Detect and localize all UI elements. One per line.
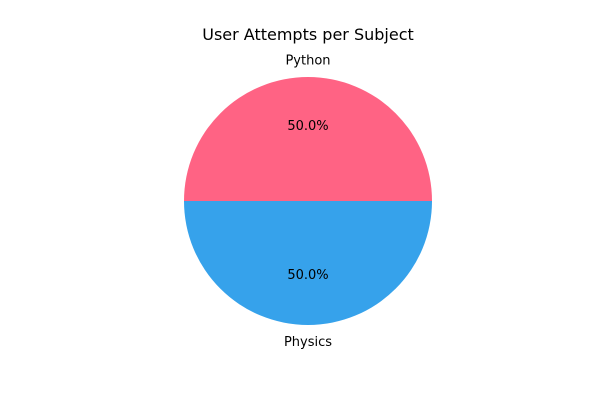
slice-label-physics: Physics — [284, 335, 332, 350]
pie-labels: Python 50.0% Physics 50.0% — [284, 54, 332, 351]
chart-title: User Attempts per Subject — [202, 25, 414, 44]
pie-slice-physics — [184, 201, 432, 325]
slice-label-python: Python — [285, 54, 330, 69]
pie-slices — [184, 77, 432, 325]
pie-slice-python — [184, 77, 432, 201]
pct-label-physics: 50.0% — [287, 268, 328, 283]
pct-label-python: 50.0% — [287, 119, 328, 134]
